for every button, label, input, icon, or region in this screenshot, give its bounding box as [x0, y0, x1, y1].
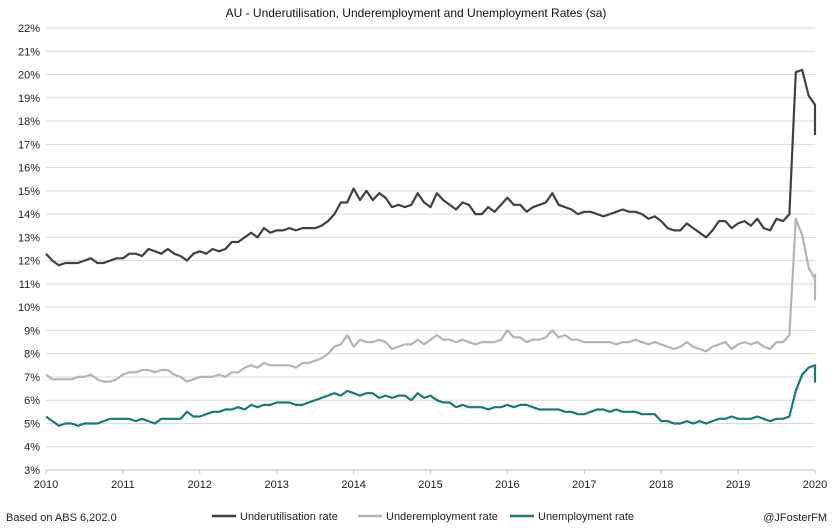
y-tick-label: 20%	[18, 70, 40, 82]
y-tick-label: 14%	[18, 209, 40, 221]
series-line-unemployment-rate	[45, 364, 817, 427]
y-tick-label: 22%	[18, 23, 40, 35]
y-axis-ticks: 3% 4% 5% 6% 7% 8% 9% 10% 11% 12% 13% 14% 15% 16% 17% 18…	[18, 23, 40, 477]
y-tick-label: 16%	[18, 163, 40, 175]
series-lines	[45, 68, 817, 427]
series-line-underutilisation-rate	[45, 68, 817, 267]
chart-title: AU - Underutilisation, Underemployment a…	[226, 6, 607, 20]
x-tick-label: 2020	[803, 479, 827, 491]
y-tick-label: 17%	[18, 139, 40, 151]
x-tick-label: 2010	[34, 479, 58, 491]
x-tick-label: 2016	[495, 479, 519, 491]
legend-label: Underemployment rate	[386, 511, 498, 523]
legend-label: Unemployment rate	[538, 511, 634, 523]
gridlines	[46, 27, 815, 471]
x-tick-label: 2015	[418, 479, 442, 491]
y-tick-label: 11%	[19, 279, 40, 291]
series-line-underemployment-rate	[45, 217, 817, 383]
x-axis-ticks: 2010 2011 2012 2013 2014 2015 2016 2017 2018 2019…	[34, 470, 827, 491]
y-tick-label: 12%	[18, 256, 40, 268]
x-tick-label: 2018	[649, 479, 673, 491]
y-tick-label: 15%	[18, 186, 40, 198]
x-tick-label: 2011	[111, 479, 135, 491]
y-tick-label: 4%	[24, 442, 40, 454]
credit-note: @JFosterFM	[763, 512, 827, 524]
y-tick-label: 10%	[18, 302, 40, 314]
y-tick-label: 21%	[18, 46, 40, 58]
legend: Underutilisation rate Underemployment rat…	[212, 511, 634, 523]
source-note: Based on ABS 6,202.0	[6, 512, 117, 524]
y-tick-label: 3%	[24, 465, 40, 477]
legend-label: Underutilisation rate	[240, 511, 338, 523]
x-tick-label: 2012	[188, 479, 212, 491]
y-tick-label: 19%	[18, 93, 40, 105]
x-tick-label: 2014	[341, 479, 365, 491]
y-tick-label: 13%	[18, 232, 40, 244]
x-tick-label: 2017	[572, 479, 596, 491]
y-tick-label: 9%	[24, 325, 40, 337]
y-tick-label: 18%	[18, 116, 40, 128]
y-tick-label: 8%	[24, 349, 40, 361]
y-tick-label: 6%	[24, 395, 40, 407]
y-tick-label: 7%	[24, 372, 40, 384]
y-tick-label: 5%	[24, 418, 40, 430]
x-tick-label: 2019	[726, 479, 750, 491]
x-tick-label: 2013	[264, 479, 288, 491]
